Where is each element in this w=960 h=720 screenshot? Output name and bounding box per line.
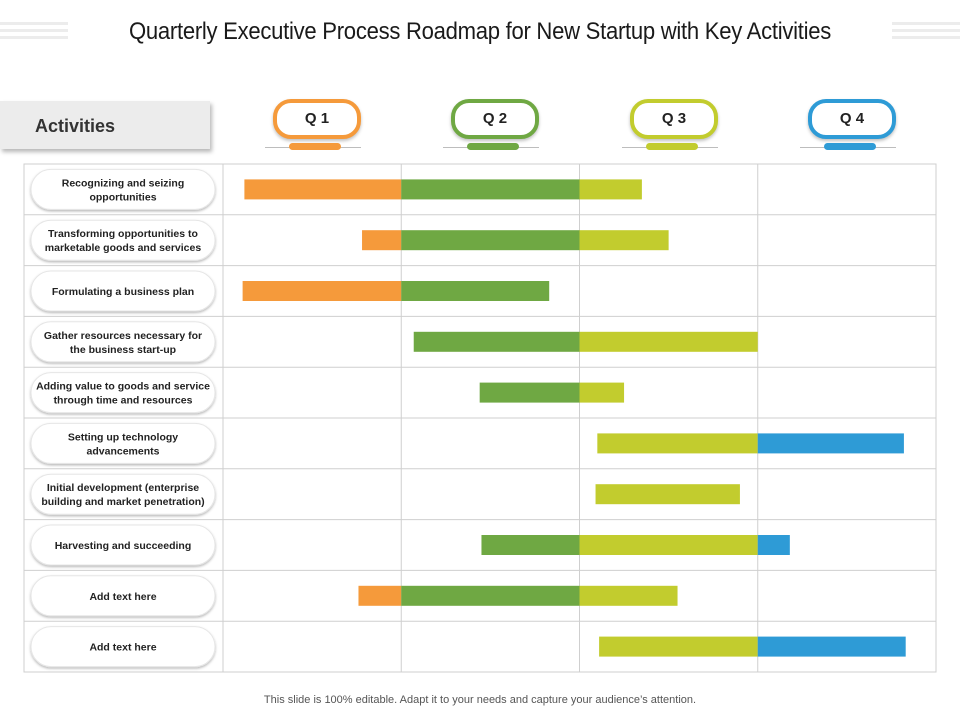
activity-label-pill — [30, 168, 216, 210]
activity-label-text: the business start-up — [70, 344, 176, 356]
quarter-header-q2: Q 2 — [443, 99, 540, 153]
activity-bar-segment — [757, 535, 790, 555]
activity-label-pill — [30, 422, 216, 464]
activity-bar-segment — [244, 179, 402, 200]
page-title: Quarterly Executive Process Roadmap for … — [129, 18, 831, 45]
activity-label-text: opportunities — [89, 191, 156, 203]
activity-label-pill — [30, 575, 216, 617]
quarter-tab-q2 — [467, 143, 519, 150]
activity-bar-segment — [413, 331, 580, 352]
activity-bar-segment — [401, 281, 550, 301]
decorative-lines-left — [0, 22, 68, 46]
activity-bar-segment — [597, 433, 758, 454]
activity-bar-segment — [401, 585, 580, 606]
activity-label-pill — [30, 372, 216, 414]
activity-label-text: Setting up technology — [68, 431, 178, 443]
activity-bar-segment — [358, 585, 402, 606]
activity-label-text: Add text here — [89, 591, 156, 603]
activity-label-text: building and market penetration) — [41, 496, 204, 508]
activity-bar-segment — [579, 585, 678, 606]
activity-bar-segment — [599, 636, 758, 657]
activity-bar-segment — [757, 433, 904, 454]
activity-bar-segment — [579, 331, 758, 352]
activity-label-text: Initial development (enterprise — [47, 482, 199, 494]
quarter-tab-q3 — [646, 143, 698, 150]
activity-label-pill — [30, 626, 216, 668]
activity-bar-segment — [401, 179, 580, 200]
quarter-pill-q4: Q 4 — [808, 99, 896, 139]
activities-label: Activities — [35, 116, 116, 136]
activity-bar-segment — [242, 281, 402, 301]
activity-bar-segment — [579, 382, 625, 403]
quarter-tab-q4 — [824, 143, 876, 150]
activity-label-text: Adding value to goods and service — [36, 381, 210, 393]
quarter-header-q3: Q 3 — [622, 99, 719, 153]
activity-label-text: marketable goods and services — [45, 242, 202, 254]
activity-bar-segment — [479, 382, 580, 403]
activity-label-pill — [30, 219, 216, 261]
activity-label-text: Add text here — [89, 642, 156, 654]
decorative-lines-right — [892, 22, 960, 46]
activity-label-text: Gather resources necessary for — [44, 330, 202, 342]
activity-bar-segment — [481, 535, 580, 555]
activity-label-text: Transforming opportunities to — [48, 228, 198, 240]
activity-bar-segment — [595, 484, 740, 505]
quarter-pill-q3: Q 3 — [630, 99, 718, 139]
footer-note: This slide is 100% editable. Adapt it to… — [263, 694, 697, 706]
quarter-pill-q1: Q 1 — [273, 99, 361, 139]
quarter-tab-q1 — [289, 143, 341, 150]
activity-label-text: Recognizing and seizing — [62, 177, 185, 189]
activity-label-pill — [30, 321, 216, 363]
activity-label-pill — [30, 473, 216, 515]
activity-label-pill — [30, 524, 216, 566]
activity-bar-segment — [362, 230, 402, 251]
activity-bar-segment — [579, 535, 758, 555]
quarter-pill-q2: Q 2 — [451, 99, 539, 139]
activity-bar-segment — [579, 230, 669, 251]
activity-label-text: Harvesting and succeeding — [55, 540, 192, 552]
activity-label-text: Formulating a business plan — [52, 286, 194, 298]
activity-label-text: through time and resources — [54, 395, 193, 407]
activity-bar-segment — [401, 230, 580, 251]
quarter-header-q4: Q 4 — [800, 99, 897, 153]
activity-bar-segment — [579, 179, 642, 200]
quarter-header-q1: Q 1 — [265, 99, 362, 153]
activity-label-pill — [30, 270, 216, 312]
activity-label-text: advancements — [87, 445, 160, 457]
activities-header: Activities — [0, 101, 210, 149]
activity-bar-segment — [757, 636, 906, 657]
